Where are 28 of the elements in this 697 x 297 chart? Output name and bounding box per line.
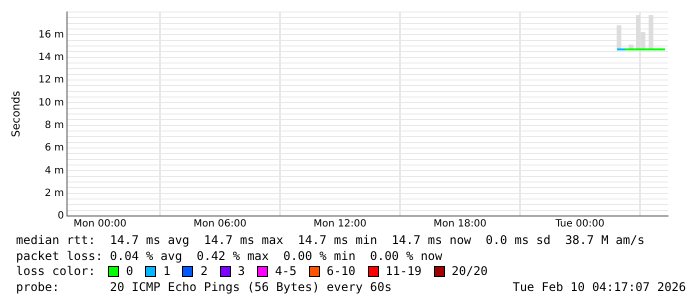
x-tick-label: Mon 06:00 <box>193 218 247 230</box>
x-tick-label: Tue 00:00 <box>554 218 605 230</box>
y-tick-label: 10 m <box>38 97 64 108</box>
text: median rtt: 14.7 ms avg 14.7 ms max 14.7 ms min 14.7 ms now 0.0 ms sd 38.7 M am/s <box>16 233 646 248</box>
legend-label: 2 <box>200 264 208 280</box>
legend-label: 11-19 <box>386 264 422 280</box>
y-tick-label: 12 m <box>38 74 64 86</box>
x-tick-label: Mon 18:00 <box>433 218 487 230</box>
legend-label: 3 <box>238 264 245 280</box>
y-tick-label: 6 m <box>44 142 64 154</box>
legend-label: 1 <box>163 264 170 280</box>
y-tick-label: 4 m <box>44 165 64 176</box>
legend-title: loss color: <box>16 264 96 280</box>
text: packet loss: 0.04 % avg 0.42 % max 0.00 % min 0.00 % now <box>16 248 444 264</box>
y-tick-label: 14 m <box>38 52 64 63</box>
legend-label: 4-5 <box>274 264 297 280</box>
legend-label: 20/20 <box>452 264 488 280</box>
y-axis-title: Seconds <box>9 90 22 138</box>
text: Tue Feb 10 04:17:07 2026 <box>512 280 686 295</box>
x-tick-label: Mon 00:00 <box>73 218 127 230</box>
legend-label: 6-10 <box>326 264 356 280</box>
y-tick-label: 8 m <box>44 120 64 131</box>
y-tick-label: 0 <box>58 210 64 222</box>
legend-label: 0 <box>126 264 134 280</box>
y-tick-label: 16 m <box>38 29 64 40</box>
x-tick-label: Mon 12:00 <box>313 218 367 230</box>
text: probe: 20 ICMP Echo Pings (56 Bytes) every 60s <box>16 280 392 295</box>
y-tick-label: 2 m <box>44 188 64 199</box>
